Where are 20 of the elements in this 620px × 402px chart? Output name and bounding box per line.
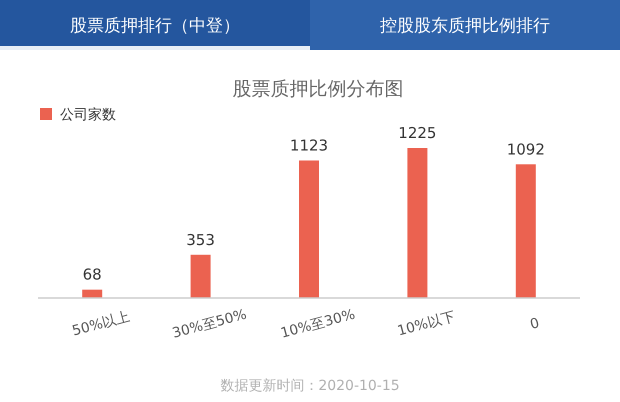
data-label: 353: [186, 230, 215, 249]
bar: [516, 164, 536, 298]
text: 数据更新时间：2020-10-15: [220, 378, 400, 394]
x-tick-label: 10%至30%: [279, 306, 357, 342]
chart-title: 股票质押比例分布图: [232, 78, 404, 100]
data-label: 1123: [290, 136, 328, 154]
x-tick-label: 30%至50%: [170, 306, 248, 342]
legend-label: 公司家数: [60, 107, 116, 123]
data-label: 68: [82, 266, 102, 284]
data-label: 1092: [506, 140, 545, 158]
text: 股票质押排行（中登）: [70, 16, 240, 36]
x-tick-label: 0: [528, 315, 542, 334]
data-label: 1225: [398, 124, 436, 142]
bar: [299, 160, 319, 298]
x-tick-label: 10%以下: [396, 308, 457, 340]
bar: [407, 148, 428, 298]
x-tick-label: 50%以上: [70, 308, 132, 340]
bar: [190, 254, 211, 298]
bar: [82, 290, 102, 298]
text: 控股股东质押比例排行: [380, 16, 550, 36]
